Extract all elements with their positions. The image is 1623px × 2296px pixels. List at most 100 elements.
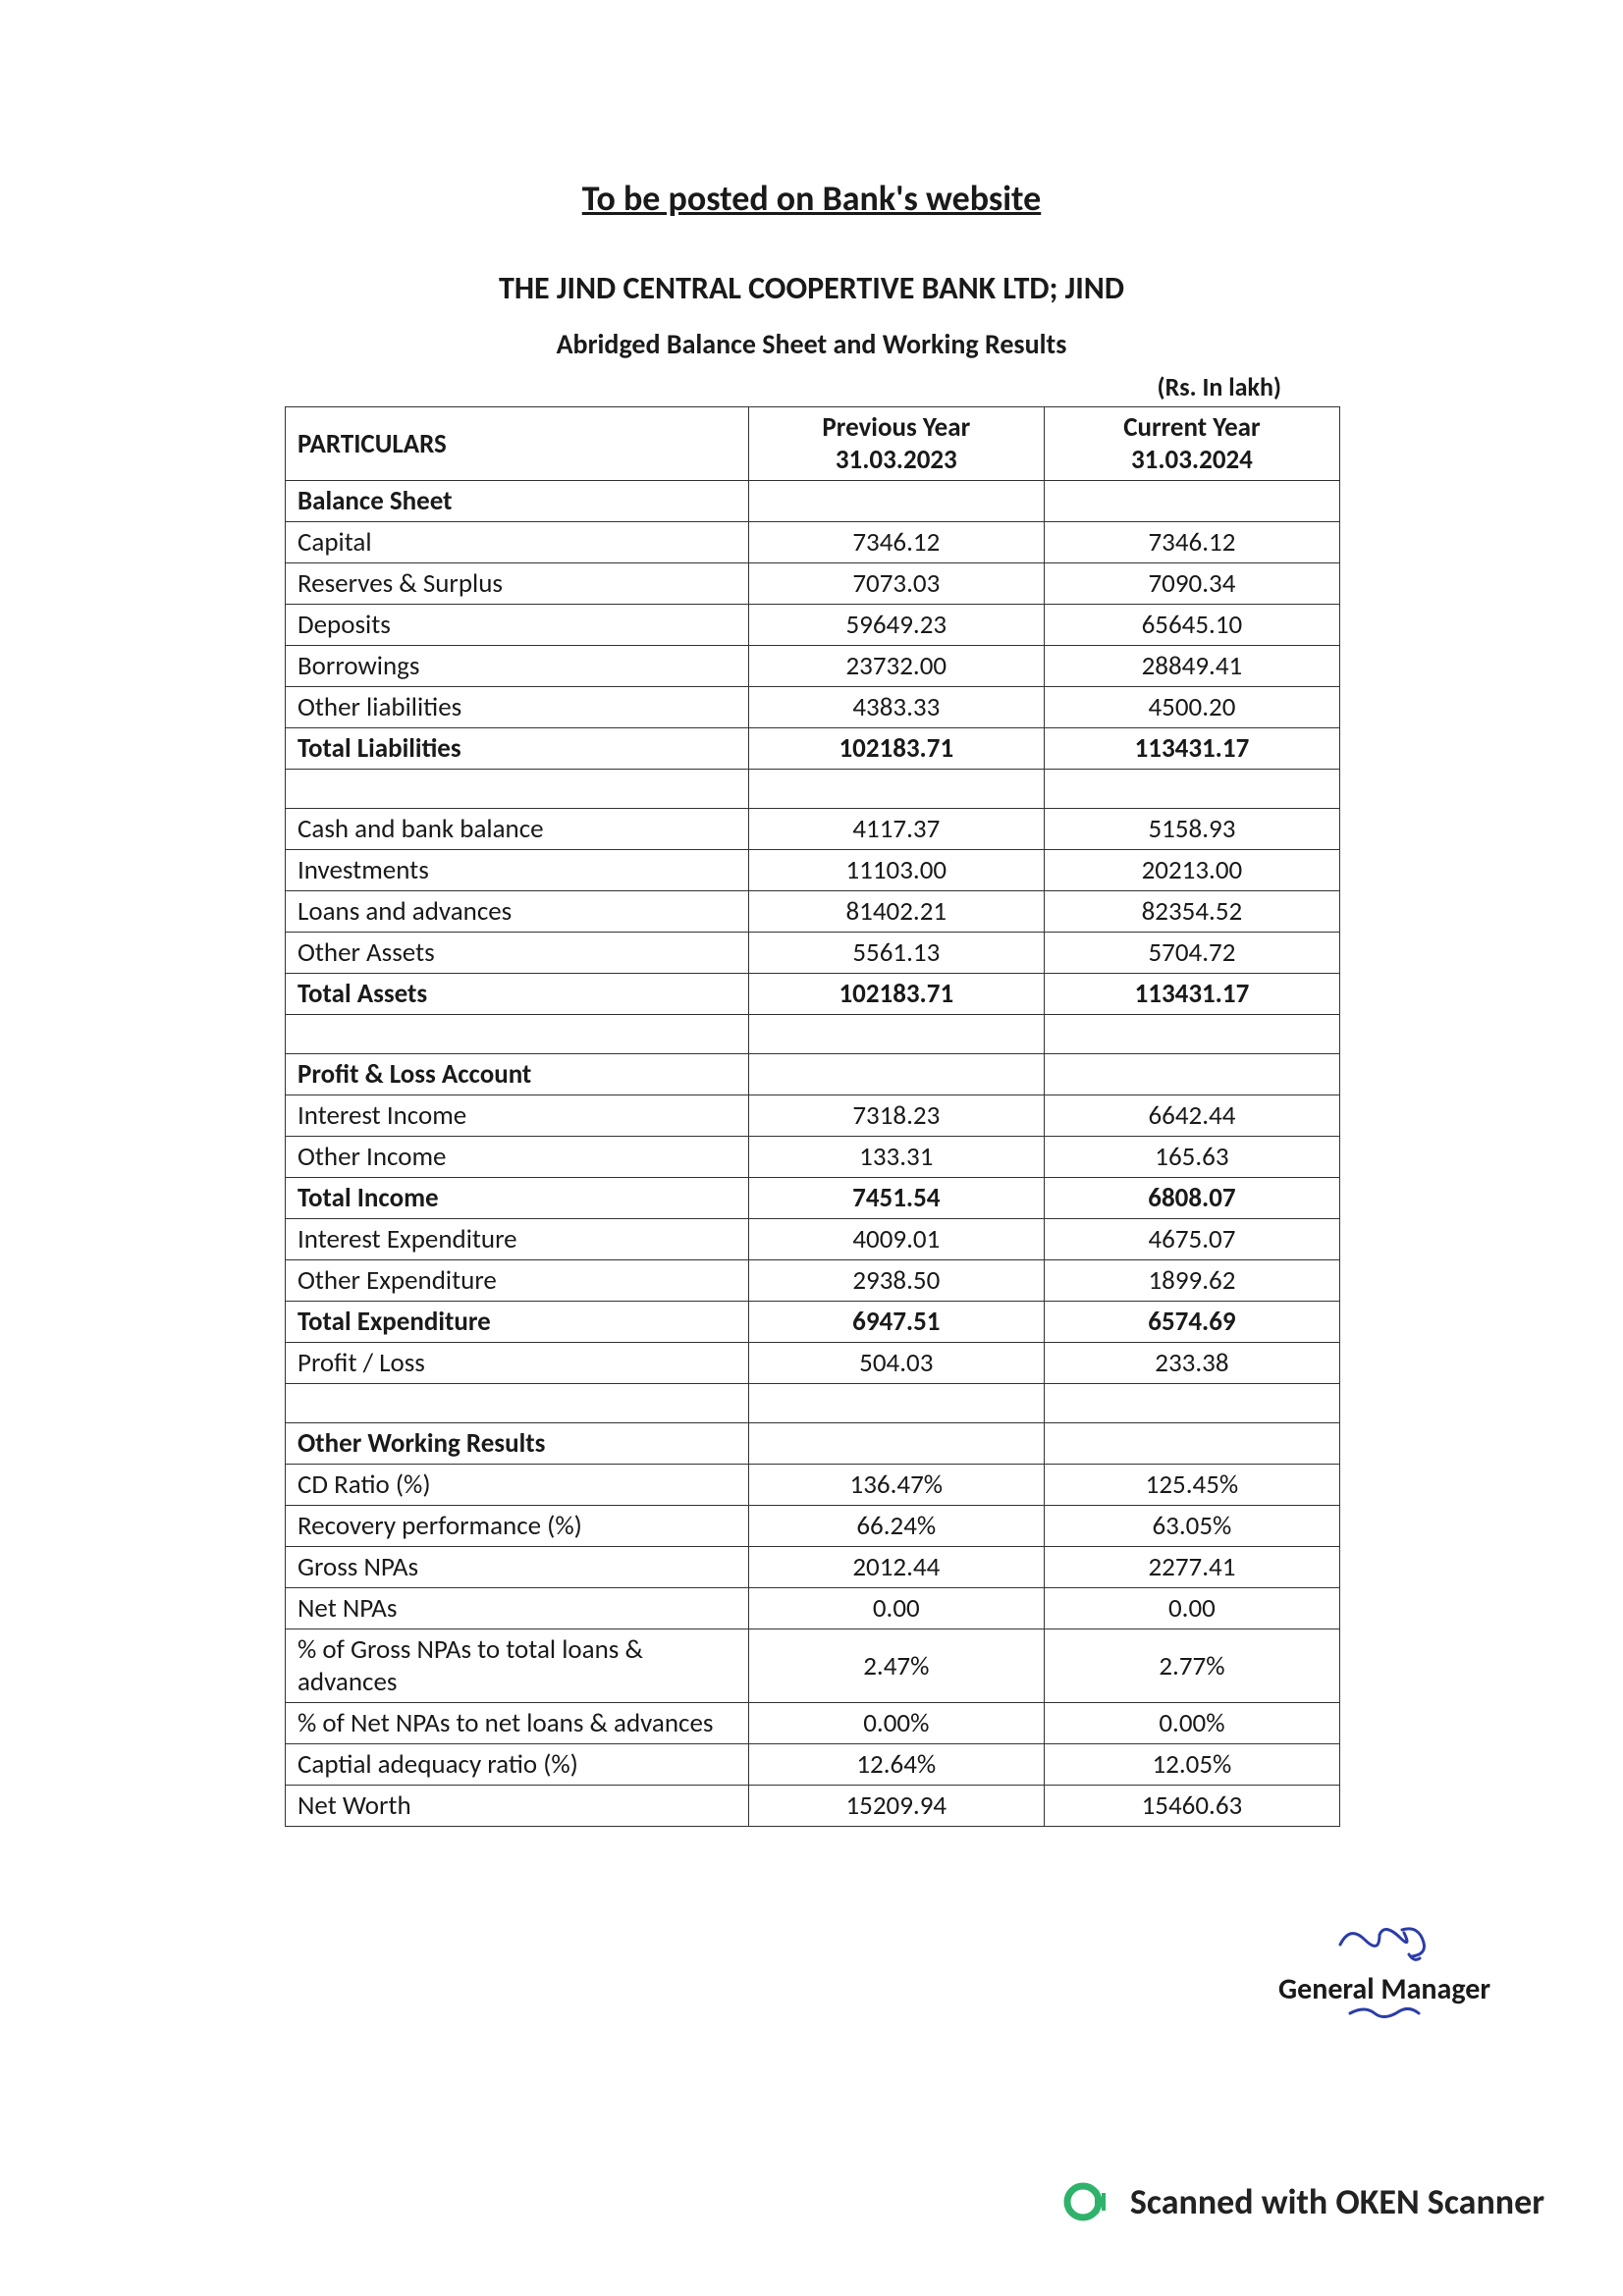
row-curr: 165.63	[1044, 1137, 1339, 1178]
row-curr: 7090.34	[1044, 563, 1339, 605]
signature-role: General Manager	[1227, 1971, 1542, 2007]
row-label: Deposits	[286, 605, 749, 646]
row-curr: 113431.17	[1044, 974, 1339, 1015]
row-label: Captial adequacy ratio (%)	[286, 1744, 749, 1786]
signature-block: General Manager	[1227, 1915, 1542, 2023]
cell-blank	[1044, 1015, 1339, 1054]
row-prev: 7346.12	[748, 522, 1044, 563]
row-curr: 7346.12	[1044, 522, 1339, 563]
cell-blank	[748, 1423, 1044, 1465]
row-label: % of Gross NPAs to total loans & advance…	[286, 1629, 749, 1703]
cell-blank	[748, 481, 1044, 522]
signature-icon	[1325, 1915, 1443, 1969]
row-prev: 504.03	[748, 1343, 1044, 1384]
cell-blank	[748, 1384, 1044, 1423]
row-prev: 4117.37	[748, 809, 1044, 850]
row-curr: 63.05%	[1044, 1506, 1339, 1547]
col-previous-label: Previous Year	[761, 411, 1032, 444]
row-prev: 7073.03	[748, 563, 1044, 605]
balance-sheet-table: PARTICULARS Previous Year 31.03.2023 Cur…	[285, 406, 1340, 1827]
row-label: Borrowings	[286, 646, 749, 687]
row-curr: 113431.17	[1044, 728, 1339, 770]
row-curr: 2.77%	[1044, 1629, 1339, 1703]
row-prev: 133.31	[748, 1137, 1044, 1178]
row-curr: 1899.62	[1044, 1260, 1339, 1302]
row-curr: 5704.72	[1044, 933, 1339, 974]
oken-scanner-icon	[1061, 2176, 1112, 2227]
row-prev: 0.00	[748, 1588, 1044, 1629]
row-prev: 2.47%	[748, 1629, 1044, 1703]
col-current: Current Year 31.03.2024	[1044, 407, 1339, 481]
row-prev: 2012.44	[748, 1547, 1044, 1588]
row-curr: 15460.63	[1044, 1786, 1339, 1827]
section-other: Other Working Results	[286, 1423, 749, 1465]
cell-blank	[1044, 481, 1339, 522]
col-current-date: 31.03.2024	[1056, 444, 1327, 476]
cell-blank	[748, 1015, 1044, 1054]
bank-name: THE JIND CENTRAL COOPERTIVE BANK LTD; JI…	[285, 269, 1338, 307]
row-prev: 4383.33	[748, 687, 1044, 728]
row-label: Loans and advances	[286, 891, 749, 933]
row-prev: 5561.13	[748, 933, 1044, 974]
row-curr: 5158.93	[1044, 809, 1339, 850]
row-prev: 12.64%	[748, 1744, 1044, 1786]
currency-units: (Rs. In lakh)	[285, 371, 1340, 402]
row-label: Total Assets	[286, 974, 749, 1015]
row-curr: 28849.41	[1044, 646, 1339, 687]
row-prev: 11103.00	[748, 850, 1044, 891]
row-prev: 6947.51	[748, 1302, 1044, 1343]
row-label: Investments	[286, 850, 749, 891]
row-curr: 0.00%	[1044, 1703, 1339, 1744]
row-label: % of Net NPAs to net loans & advances	[286, 1703, 749, 1744]
row-curr: 12.05%	[1044, 1744, 1339, 1786]
section-balance-sheet: Balance Sheet	[286, 481, 749, 522]
scanner-watermark: Scanned with OKEN Scanner	[1061, 2176, 1544, 2227]
row-prev: 0.00%	[748, 1703, 1044, 1744]
row-prev: 136.47%	[748, 1465, 1044, 1506]
row-curr: 233.38	[1044, 1343, 1339, 1384]
cell-blank	[748, 1054, 1044, 1095]
row-label: Gross NPAs	[286, 1547, 749, 1588]
section-pnl: Profit & Loss Account	[286, 1054, 749, 1095]
row-label: Other Expenditure	[286, 1260, 749, 1302]
cell-blank	[1044, 1384, 1339, 1423]
row-label: Profit / Loss	[286, 1343, 749, 1384]
row-curr: 20213.00	[1044, 850, 1339, 891]
page-title: To be posted on Bank's website	[285, 177, 1338, 220]
row-prev: 7451.54	[748, 1178, 1044, 1219]
cell-blank	[286, 770, 749, 809]
row-label: Interest Expenditure	[286, 1219, 749, 1260]
cell-blank	[1044, 770, 1339, 809]
row-label: Reserves & Surplus	[286, 563, 749, 605]
row-prev: 102183.71	[748, 974, 1044, 1015]
row-label: Capital	[286, 522, 749, 563]
row-curr: 2277.41	[1044, 1547, 1339, 1588]
row-curr: 65645.10	[1044, 605, 1339, 646]
row-prev: 15209.94	[748, 1786, 1044, 1827]
row-label: Other Assets	[286, 933, 749, 974]
cell-blank	[286, 1015, 749, 1054]
scanner-text: Scanned with OKEN Scanner	[1130, 2180, 1544, 2223]
row-label: Other Income	[286, 1137, 749, 1178]
row-curr: 6808.07	[1044, 1178, 1339, 1219]
row-label: Net Worth	[286, 1786, 749, 1827]
row-label: CD Ratio (%)	[286, 1465, 749, 1506]
col-previous-date: 31.03.2023	[761, 444, 1032, 476]
row-label: Recovery performance (%)	[286, 1506, 749, 1547]
row-prev: 59649.23	[748, 605, 1044, 646]
row-label: Total Expenditure	[286, 1302, 749, 1343]
row-prev: 7318.23	[748, 1095, 1044, 1137]
row-curr: 4500.20	[1044, 687, 1339, 728]
col-previous: Previous Year 31.03.2023	[748, 407, 1044, 481]
row-curr: 0.00	[1044, 1588, 1339, 1629]
row-label: Cash and bank balance	[286, 809, 749, 850]
row-curr: 82354.52	[1044, 891, 1339, 933]
cell-blank	[748, 770, 1044, 809]
col-current-label: Current Year	[1056, 411, 1327, 444]
row-prev: 66.24%	[748, 1506, 1044, 1547]
row-curr: 125.45%	[1044, 1465, 1339, 1506]
row-curr: 6642.44	[1044, 1095, 1339, 1137]
row-prev: 2938.50	[748, 1260, 1044, 1302]
row-curr: 6574.69	[1044, 1302, 1339, 1343]
row-label: Other liabilities	[286, 687, 749, 728]
